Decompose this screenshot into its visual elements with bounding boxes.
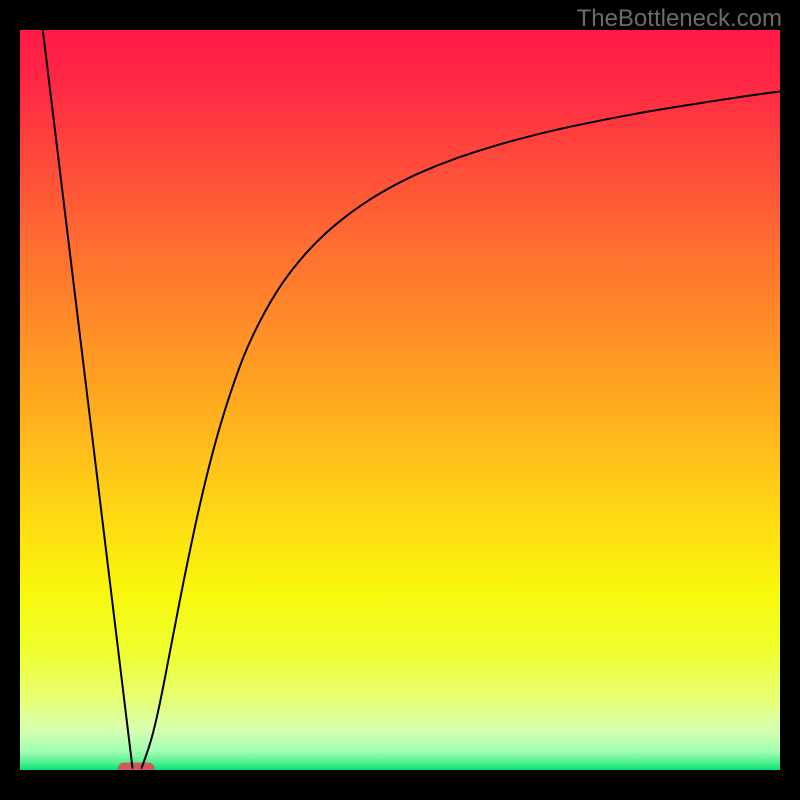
- bottleneck-chart: TheBottleneck.com: [0, 0, 800, 800]
- watermark-text: TheBottleneck.com: [577, 5, 782, 32]
- plot-area: [20, 30, 780, 774]
